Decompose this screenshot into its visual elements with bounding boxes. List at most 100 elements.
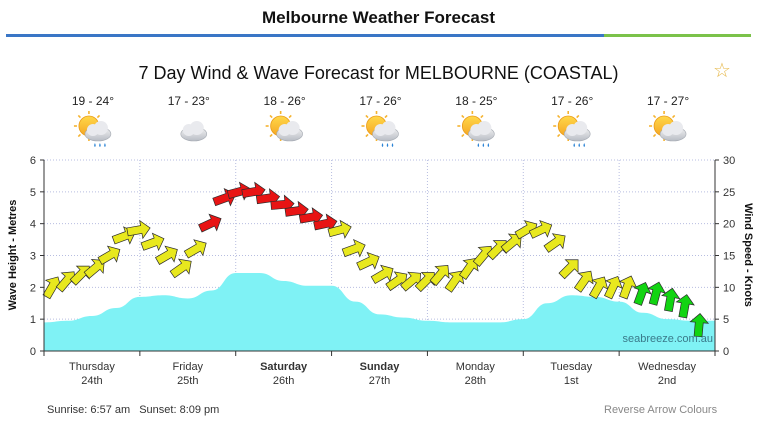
sun-ray <box>269 114 273 119</box>
wind-arrow <box>313 213 338 233</box>
wind-arrow <box>385 271 408 292</box>
wind-arrow <box>543 233 566 253</box>
rain-drop <box>381 143 384 147</box>
sun-ray <box>576 114 580 119</box>
sun-shape <box>366 115 387 137</box>
day-name-label: Monday <box>456 361 496 373</box>
cloud-puff <box>189 121 204 135</box>
day-name-label: Wednesday <box>638 361 696 373</box>
sun-ray <box>77 133 82 138</box>
sun-ray <box>384 114 388 119</box>
rain-drop <box>104 143 106 147</box>
sun-cloud-rain-icon <box>553 111 591 147</box>
wind-arrow <box>558 259 579 280</box>
sun-times: Sunrise: 6:57 am Sunset: 8:09 pm <box>47 404 225 416</box>
cloud-shape <box>563 126 591 142</box>
sun-cloud-rain-icon <box>73 111 112 147</box>
cloud-icon <box>180 121 208 142</box>
wind-arrow <box>370 264 394 285</box>
y2-tick-label: 25 <box>723 187 735 199</box>
cloud-shape <box>180 126 208 142</box>
day-name-label: Saturday <box>260 361 308 373</box>
day-date-label: 24th <box>81 375 102 387</box>
wind-arrow <box>661 287 681 313</box>
wind-arrow <box>472 245 493 267</box>
y-tick-label: 0 <box>30 346 36 358</box>
wind-arrow <box>604 275 623 300</box>
sun-shape <box>653 115 675 137</box>
cloud-puff <box>573 121 588 135</box>
sun-ray <box>671 133 676 138</box>
sun-ray <box>288 133 292 138</box>
sun-ray <box>557 114 561 119</box>
sun-ray <box>365 114 369 119</box>
cloud-puff <box>86 124 99 136</box>
sun-ray <box>652 133 657 138</box>
wind-arrow <box>588 276 609 300</box>
y2-tick-label: 20 <box>723 219 735 231</box>
y-tick-label: 5 <box>30 187 36 199</box>
sun-cloud-rain-icon <box>361 111 399 147</box>
temperature-label: 18 - 25° <box>455 94 497 108</box>
sun-cloud-icon <box>649 111 687 142</box>
y-axis-label: Wave Height - Metres <box>7 200 19 311</box>
wind-arrow <box>327 219 352 239</box>
rain-drop <box>573 143 575 147</box>
rain-drop <box>578 143 580 147</box>
wind-arrow <box>429 265 450 287</box>
wind-arrow <box>514 220 538 240</box>
wind-arrow <box>183 239 207 259</box>
temperature-label: 17 - 26° <box>551 94 593 108</box>
chart-title: 7 Day Wind & Wave Forecast for MELBOURNE… <box>138 63 619 83</box>
rain-drop <box>386 143 389 147</box>
sun-ray <box>671 114 676 119</box>
y-tick-label: 1 <box>30 314 36 326</box>
cloud-puff <box>669 121 684 135</box>
favourite-star-icon[interactable]: ☆ <box>713 60 731 82</box>
cloud-shape <box>84 126 112 142</box>
sun-ray <box>365 133 369 138</box>
wind-arrow <box>97 245 121 265</box>
wind-arrow <box>528 219 553 239</box>
rain-drop <box>477 143 480 147</box>
day-date-label: 27th <box>369 375 390 387</box>
wind-arrow <box>618 275 638 300</box>
wind-arrow <box>169 258 192 279</box>
wind-arrow <box>486 240 507 261</box>
sun-shape <box>270 115 292 137</box>
sun-ray <box>480 114 484 119</box>
wind-arrow <box>284 200 309 221</box>
sun-ray <box>480 133 484 138</box>
cloud-puff <box>566 124 579 136</box>
cloud-shape <box>276 126 303 142</box>
rain-drop <box>482 143 485 147</box>
sun-ray <box>461 114 465 119</box>
sun-ray <box>288 114 292 119</box>
wind-arrow <box>573 270 594 293</box>
temperature-label: 19 - 24° <box>72 94 114 108</box>
rain-drop <box>487 143 490 147</box>
rain-drop <box>99 143 101 147</box>
sun-shape <box>78 115 100 137</box>
sun-cloud-rain-icon <box>457 111 495 147</box>
sun-ray <box>96 114 101 119</box>
wind-arrow <box>111 226 136 245</box>
y2-tick-label: 0 <box>723 346 729 358</box>
cloud-puff <box>182 124 195 136</box>
wind-arrow <box>298 207 324 227</box>
wind-arrow <box>212 188 237 207</box>
wind-arrow <box>689 313 710 338</box>
sunset-text: Sunset: 8:09 pm <box>139 404 220 416</box>
wind-arrow <box>341 238 366 258</box>
wind-arrow <box>126 219 151 240</box>
wind-arrow <box>270 194 295 215</box>
wind-arrow <box>241 181 266 202</box>
wind-arrow <box>140 232 165 252</box>
reverse-arrow-colours-link[interactable]: Reverse Arrow Colours <box>604 404 718 416</box>
sun-ray <box>652 114 657 119</box>
cloud-puff <box>374 124 387 136</box>
wind-arrow <box>226 181 251 201</box>
y-tick-label: 3 <box>30 251 36 263</box>
day-date-label: 25th <box>177 375 198 387</box>
y-tick-label: 6 <box>30 155 36 167</box>
